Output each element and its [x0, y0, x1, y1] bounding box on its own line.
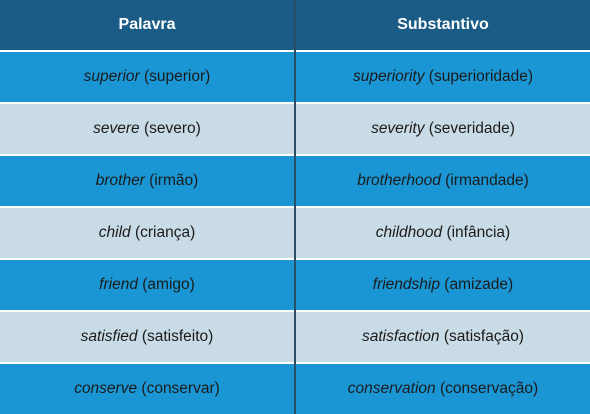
translation: (infância) — [446, 224, 511, 241]
table-cell: superiority (superioridade) — [294, 50, 590, 103]
table-cell: satisfied (satisfeito) — [0, 310, 295, 363]
english-word: severity — [371, 120, 425, 137]
table-body: superior (superior) superiority (superior… — [0, 50, 590, 414]
table-row: friend (amigo) friendship (amizade) — [0, 258, 590, 311]
translation: (amigo) — [142, 276, 195, 293]
table-row: superior (superior) superiority (superior… — [0, 50, 590, 103]
translation: (amizade) — [444, 276, 514, 293]
table-cell: severity (severidade) — [294, 102, 590, 155]
translation: (superior) — [143, 68, 211, 85]
translation: (criança) — [134, 224, 196, 241]
table-cell: childhood (infância) — [294, 206, 590, 259]
table-row: severe (severo) severity (severidade) — [0, 102, 590, 155]
english-word: friendship — [372, 276, 440, 293]
translation: (satisfação) — [443, 328, 524, 345]
table-row: satisfied (satisfeito) satisfaction (sati… — [0, 310, 590, 363]
translation: (severo) — [143, 120, 201, 137]
english-word: brotherhood — [357, 172, 441, 189]
english-word: brother — [95, 172, 145, 189]
translation: (irmão) — [149, 172, 199, 189]
header-cell: Palavra — [0, 0, 295, 51]
table-cell: child (criança) — [0, 206, 295, 259]
table-cell: conservation (conservação) — [294, 362, 590, 414]
table-cell: severe (severo) — [0, 102, 295, 155]
translation: (severidade) — [428, 120, 515, 137]
table-row: brother (irmão) brotherhood (irmandade) — [0, 154, 590, 207]
translation: (satisfeito) — [141, 328, 214, 345]
translation: (conservar) — [141, 380, 220, 397]
english-word: conserve — [74, 380, 138, 397]
table-cell: brother (irmão) — [0, 154, 295, 207]
table-cell: superior (superior) — [0, 50, 295, 103]
english-word: childhood — [375, 224, 443, 241]
table-cell: conserve (conservar) — [0, 362, 295, 414]
english-word: conservation — [347, 380, 436, 397]
translation: (conservação) — [439, 380, 539, 397]
english-word: child — [98, 224, 131, 241]
table-cell: satisfaction (satisfação) — [294, 310, 590, 363]
table-row: conserve (conservar) conservation (conser… — [0, 362, 590, 414]
table-row: child (criança) childhood (infância) — [0, 206, 590, 259]
english-word: superior — [83, 68, 140, 85]
english-word: superiority — [352, 68, 425, 85]
english-word: satisfied — [80, 328, 138, 345]
translation: (irmandade) — [445, 172, 529, 189]
table-cell: friendship (amizade) — [294, 258, 590, 311]
english-word: satisfaction — [362, 328, 440, 345]
translation: (superioridade) — [428, 68, 534, 85]
english-word: severe — [93, 120, 140, 137]
table-header: Palavra Substantivo — [0, 0, 590, 51]
header-cell: Substantivo — [294, 0, 590, 51]
table-cell: friend (amigo) — [0, 258, 295, 311]
english-word: friend — [99, 276, 138, 293]
header-row: Palavra Substantivo — [0, 0, 590, 51]
table-cell: brotherhood (irmandade) — [294, 154, 590, 207]
